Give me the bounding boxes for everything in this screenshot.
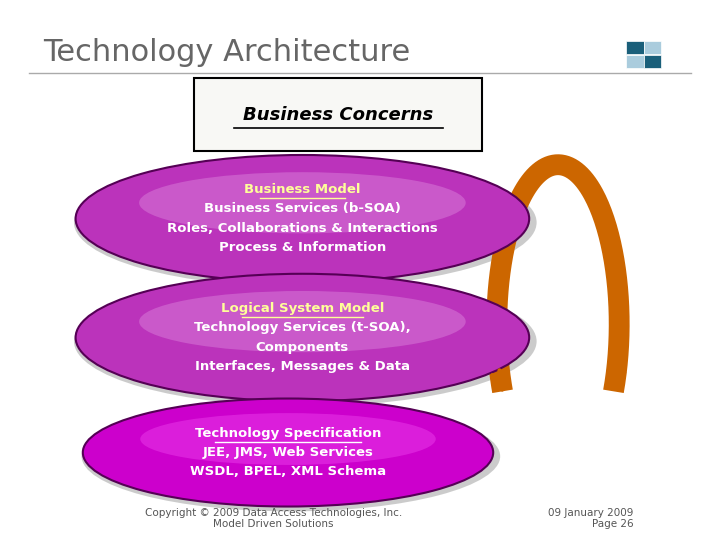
Text: Business Concerns: Business Concerns (243, 106, 433, 124)
Bar (626, 41, 644, 54)
Text: Business Model: Business Model (244, 183, 361, 196)
Text: Interfaces, Messages & Data: Interfaces, Messages & Data (195, 360, 410, 373)
Text: Process & Information: Process & Information (219, 241, 386, 254)
Ellipse shape (81, 401, 500, 511)
Ellipse shape (76, 155, 529, 282)
Text: Copyright © 2009 Data Access Technologies, Inc.
Model Driven Solutions: Copyright © 2009 Data Access Technologie… (145, 508, 402, 529)
Text: Logical System Model: Logical System Model (221, 302, 384, 315)
Ellipse shape (74, 276, 536, 406)
Text: Technology Services (t-SOA),: Technology Services (t-SOA), (194, 321, 411, 334)
Ellipse shape (83, 399, 493, 507)
Text: WSDL, BPEL, XML Schema: WSDL, BPEL, XML Schema (190, 465, 386, 478)
Bar (644, 55, 662, 68)
Ellipse shape (140, 413, 436, 465)
FancyBboxPatch shape (194, 78, 482, 151)
Ellipse shape (76, 274, 529, 401)
Text: Business Services (b-SOA): Business Services (b-SOA) (204, 202, 401, 215)
Bar (626, 55, 644, 68)
Text: Roles, Collaborations & Interactions: Roles, Collaborations & Interactions (167, 222, 438, 235)
Text: Components: Components (256, 341, 349, 354)
Ellipse shape (139, 291, 466, 352)
Text: Technology Specification: Technology Specification (195, 427, 381, 440)
Text: Technology Architecture: Technology Architecture (43, 38, 410, 67)
Ellipse shape (74, 158, 536, 287)
Text: JEE, JMS, Web Services: JEE, JMS, Web Services (202, 446, 374, 459)
Ellipse shape (139, 172, 466, 233)
Bar (644, 41, 662, 54)
Text: 09 January 2009
Page 26: 09 January 2009 Page 26 (548, 508, 634, 529)
